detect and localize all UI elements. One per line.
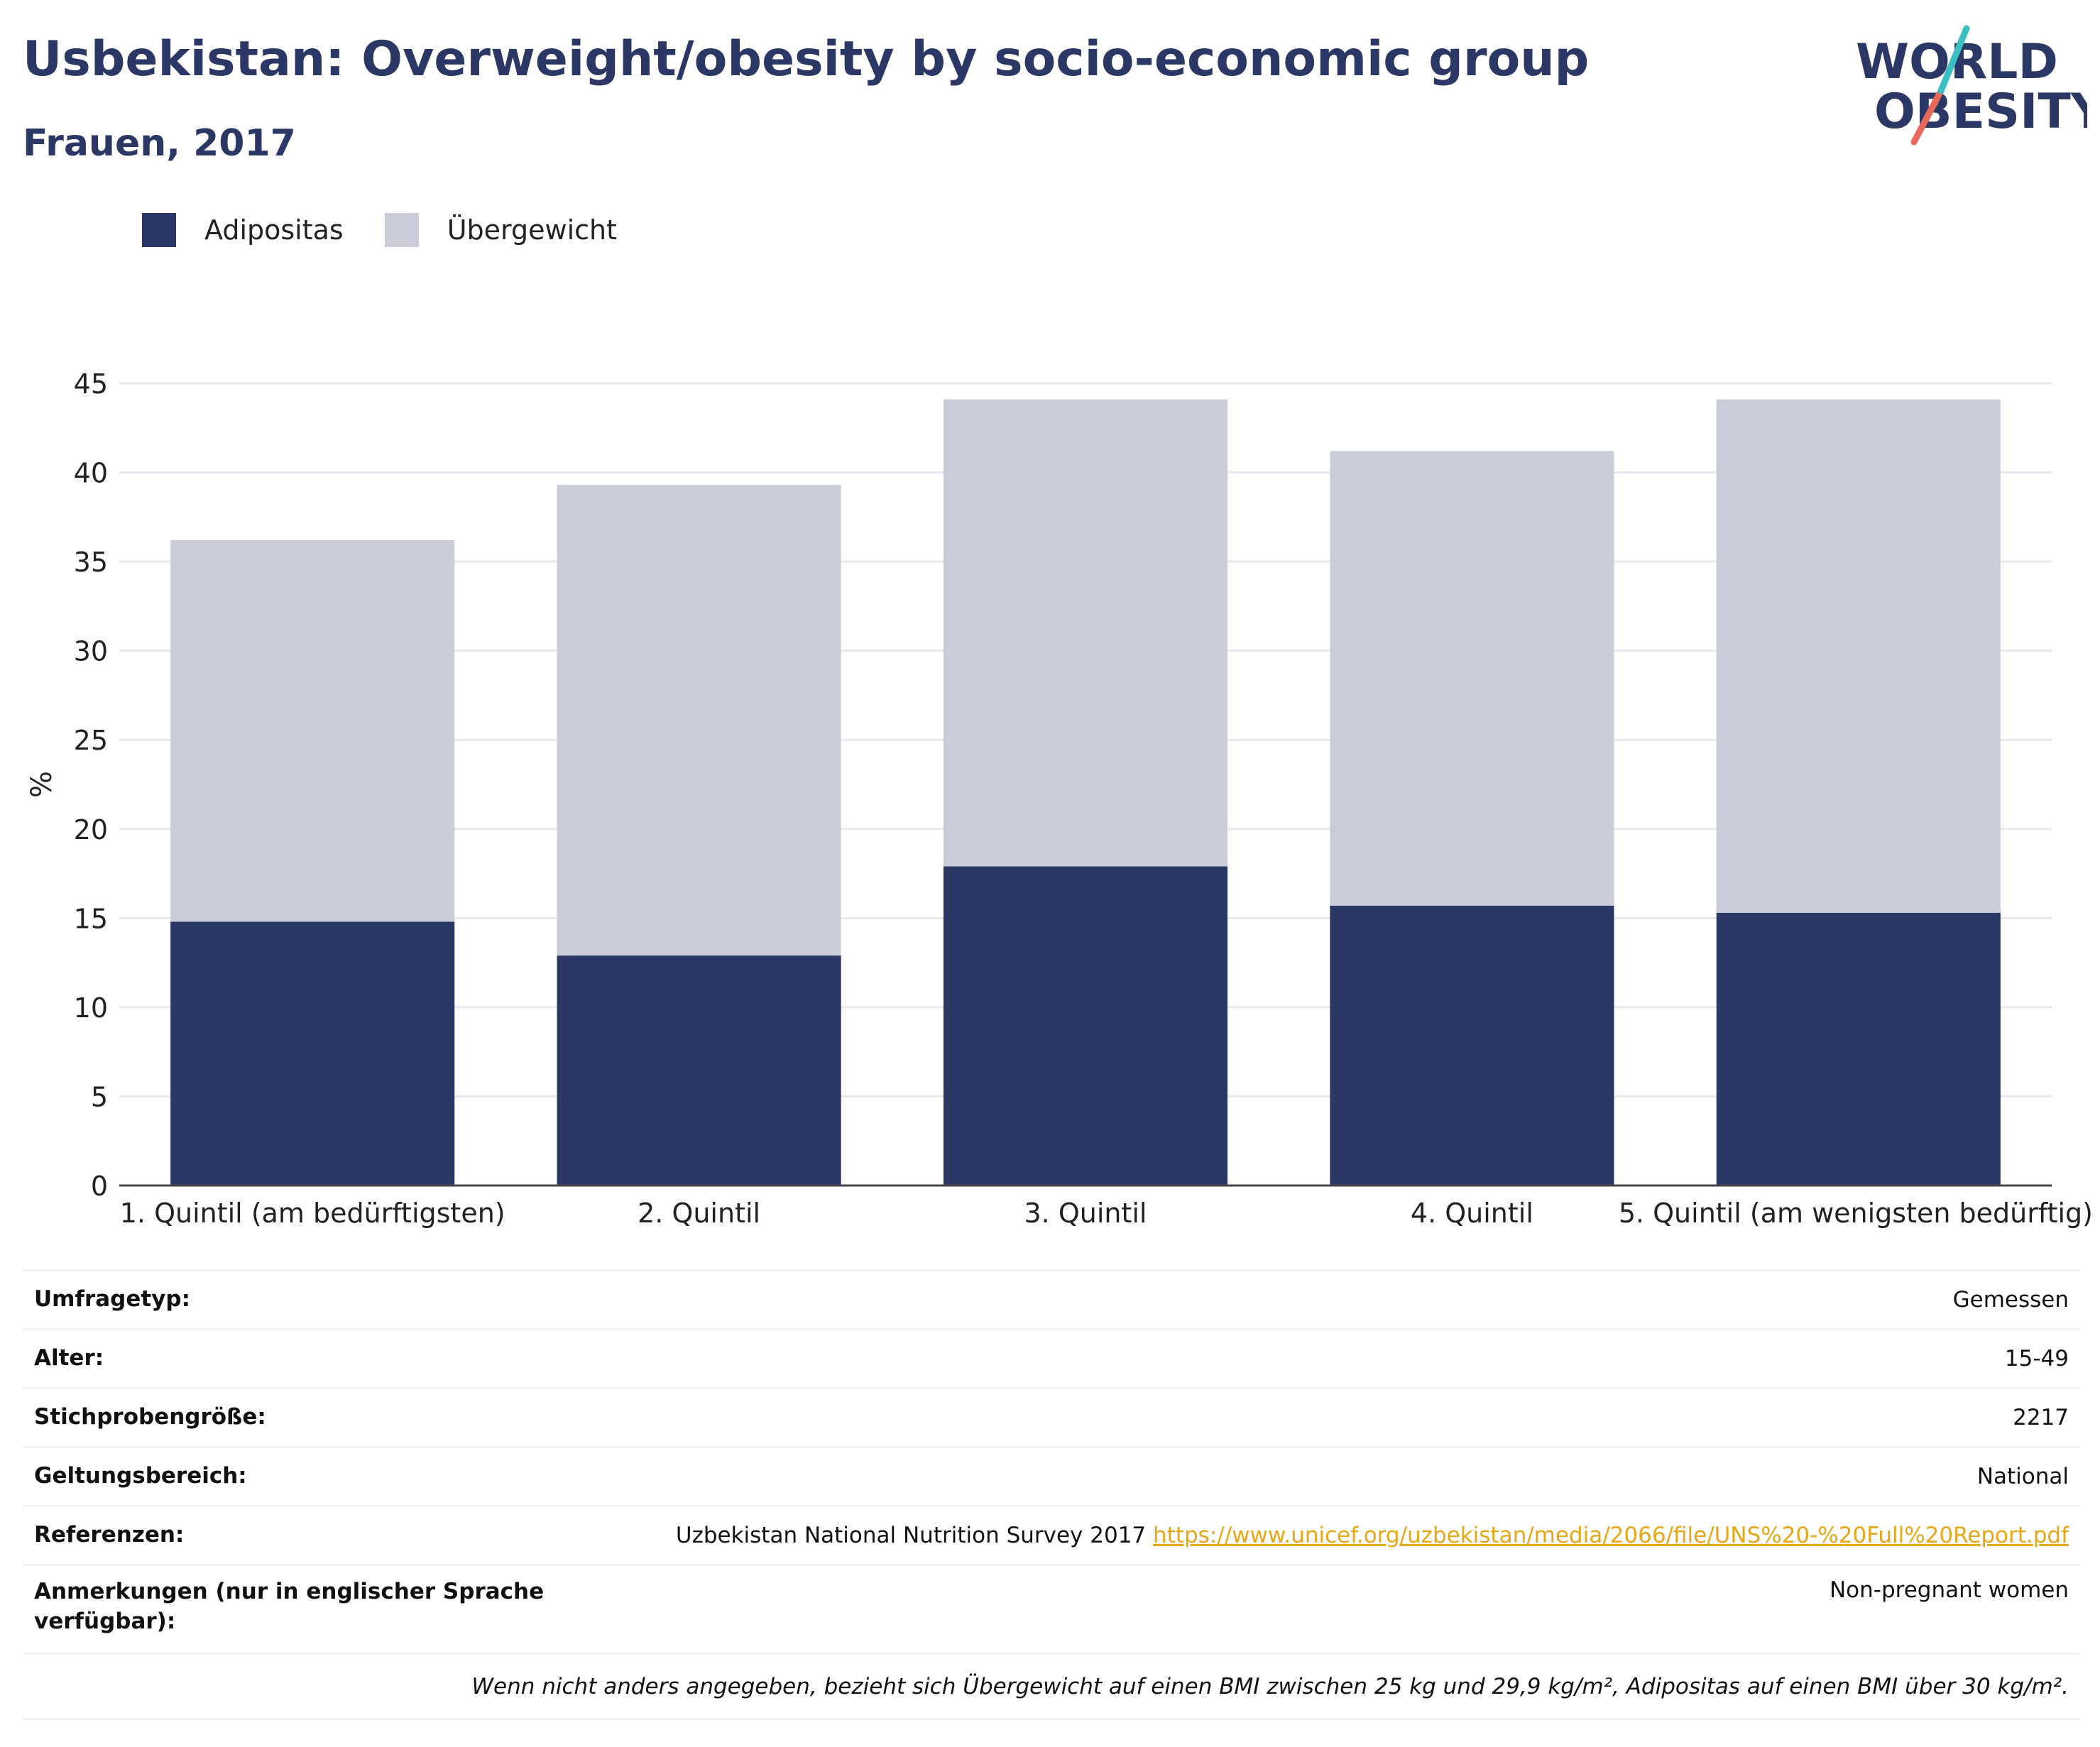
meta-label: Anmerkungen (nur in englischer Sprache v… [34, 1579, 545, 1634]
bar-adipositas [170, 921, 455, 1185]
meta-label: Alter: [34, 1345, 104, 1371]
meta-value: 15-49 [2004, 1346, 2069, 1371]
reference-text: Uzbekistan National Nutrition Survey 201… [675, 1523, 1147, 1548]
legend-swatch-adipositas [142, 213, 176, 247]
bar-uebergewicht [170, 540, 455, 922]
meta-row-survey-type: Umfragetyp: Gemessen [23, 1271, 2080, 1330]
metadata-table: Umfragetyp: Gemessen Alter: 15-49 Stichp… [23, 1269, 2080, 1720]
meta-row-footnote: Wenn nicht anders angegeben, bezieht sic… [23, 1655, 2080, 1720]
meta-row-notes: Anmerkungen (nur in englischer Sprache v… [23, 1566, 2080, 1655]
meta-label: Referenzen: [34, 1522, 185, 1548]
world-obesity-logo: WORLD OBESITY [1856, 25, 2087, 146]
legend-swatch-uebergewicht [384, 213, 419, 247]
y-tick-label: 5 [91, 1081, 108, 1112]
x-tick-label: 1. Quintil (am bedürftigsten) [120, 1198, 505, 1229]
meta-row-age: Alter: 15-49 [23, 1330, 2080, 1389]
logo-slash-red [1910, 87, 1945, 146]
x-tick-label: 2. Quintil [638, 1198, 760, 1229]
x-tick-label: 4. Quintil [1411, 1198, 1533, 1229]
bar-uebergewicht [943, 399, 1228, 867]
y-tick-label: 25 [74, 725, 108, 756]
legend-item-adipositas: Adipositas [142, 213, 344, 247]
y-tick-label: 20 [74, 814, 108, 845]
meta-label: Geltungsbereich: [34, 1463, 247, 1489]
legend-label-adipositas: Adipositas [204, 214, 344, 246]
logo-line2: OBESITY [1874, 84, 2087, 140]
legend-label-uebergewicht: Übergewicht [447, 214, 617, 246]
logo-line1: WORLD [1856, 34, 2058, 90]
y-tick-label: 0 [91, 1171, 108, 1202]
y-tick-label: 45 [74, 368, 108, 400]
footnote: Wenn nicht anders angegeben, bezieht sic… [471, 1673, 2069, 1699]
bar-uebergewicht [1330, 451, 1614, 906]
meta-value-reference: Uzbekistan National Nutrition Survey 201… [676, 1523, 2069, 1548]
y-tick-label: 10 [74, 992, 108, 1024]
chart-title: Usbekistan: Overweight/obesity by socio-… [23, 31, 1590, 87]
y-tick-label: 40 [74, 458, 108, 489]
y-tick-label: 30 [74, 636, 108, 667]
meta-label: Stichprobengröße: [34, 1404, 266, 1430]
meta-row-references: Referenzen: Uzbekistan National Nutritio… [23, 1507, 2080, 1566]
y-axis-label: % [26, 771, 58, 798]
chart-subtitle: Frauen, 2017 [23, 122, 296, 165]
meta-row-coverage: Geltungsbereich: National [23, 1448, 2080, 1507]
x-tick-label: 3. Quintil [1024, 1198, 1147, 1229]
meta-value: Gemessen [1952, 1287, 2069, 1313]
bar-adipositas [1330, 905, 1614, 1185]
bar-adipositas [1716, 912, 2001, 1185]
meta-row-sample-size: Stichprobengröße: 2217 [23, 1389, 2080, 1448]
bar-uebergewicht [1716, 399, 2001, 913]
meta-value: National [1976, 1464, 2069, 1489]
stacked-bar-chart: 0 5 10 15 20 25 30 35 40 45% 1. Quintil (am bedürf… [26, 368, 2093, 1229]
y-tick-label: 35 [74, 547, 108, 578]
legend-item-uebergewicht: Übergewicht [384, 213, 617, 247]
logo-slash-teal [1937, 25, 1970, 94]
meta-value: 2217 [2013, 1405, 2069, 1430]
chart-legend: Adipositas Übergewicht [142, 210, 658, 250]
meta-label: Umfragetyp: [34, 1286, 190, 1313]
bar-uebergewicht [557, 485, 841, 956]
reference-link[interactable]: https://www.unicef.org/uzbekistan/media/… [1153, 1523, 2069, 1548]
bar-adipositas [557, 955, 841, 1185]
bar-adipositas [943, 866, 1228, 1185]
y-tick-label: 15 [74, 903, 108, 934]
meta-value: Non-pregnant women [1829, 1577, 2069, 1603]
x-tick-label: 5. Quintil (am wenigsten bedürftig) [1619, 1198, 2093, 1229]
